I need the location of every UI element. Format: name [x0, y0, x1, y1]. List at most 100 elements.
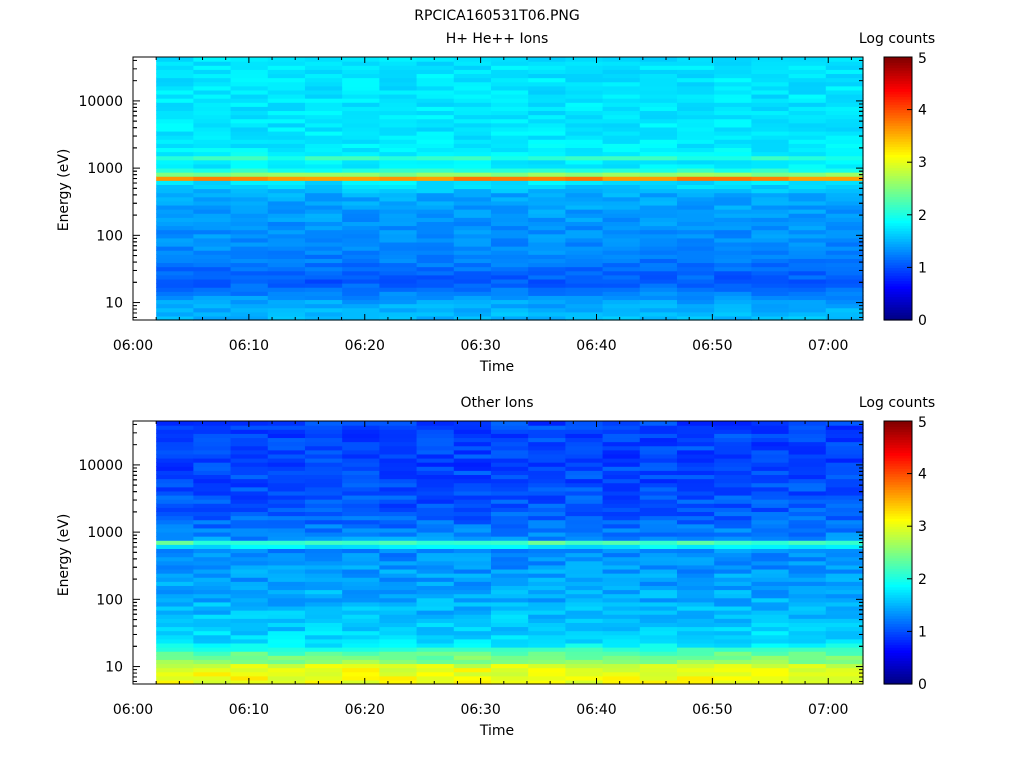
- heatmap-cell: [267, 237, 306, 243]
- heatmap-cell: [230, 675, 269, 681]
- heatmap-cell: [342, 675, 380, 681]
- heatmap-cell: [416, 315, 455, 321]
- heatmap-cell: [565, 98, 604, 103]
- colorbar-segment: [884, 246, 912, 250]
- colorbar-segment: [884, 428, 912, 433]
- heatmap-cell: [639, 135, 678, 140]
- heatmap-cell: [193, 531, 232, 537]
- heatmap-cell: [490, 237, 529, 243]
- heatmap-cell: [342, 85, 380, 91]
- figure-title: RPCICA160531T06.PNG: [414, 8, 579, 24]
- heatmap-cell: [751, 176, 790, 181]
- heatmap-cell: [639, 429, 678, 434]
- heatmap-cell: [751, 425, 790, 430]
- heatmap-cell: [639, 139, 678, 144]
- heatmap-cell: [304, 610, 343, 615]
- colorbar-segment: [884, 502, 912, 506]
- colorbar-segment: [884, 149, 912, 153]
- heatmap-cell: [453, 81, 492, 87]
- heatmap-cell: [788, 614, 827, 619]
- heatmap-cell: [528, 287, 566, 292]
- heatmap-cell: [490, 209, 529, 214]
- heatmap-cell: [751, 482, 790, 488]
- heatmap-cell: [453, 270, 492, 276]
- heatmap-cell: [230, 172, 269, 177]
- heatmap-cell: [751, 221, 790, 227]
- heatmap-cell: [602, 671, 641, 677]
- colorbar-segment: [884, 91, 912, 95]
- heatmap-cell: [453, 159, 492, 165]
- heatmap-cell: [193, 176, 232, 181]
- x-tick-label: 06:30: [460, 338, 500, 354]
- heatmap-cell: [602, 139, 641, 144]
- heatmap-cell: [379, 511, 418, 517]
- heatmap-cell: [639, 642, 678, 648]
- heatmap-cell: [602, 143, 641, 149]
- heatmap-cell: [602, 278, 641, 284]
- colorbar-segment: [884, 447, 912, 451]
- heatmap-cell: [379, 110, 418, 116]
- heatmap-cell: [602, 241, 641, 247]
- heatmap-cell: [304, 57, 343, 62]
- heatmap-cell: [602, 474, 641, 480]
- heatmap-cell: [342, 593, 380, 599]
- heatmap-cell: [416, 651, 455, 656]
- heatmap-cell: [825, 429, 864, 434]
- heatmap-cell: [156, 266, 194, 272]
- heatmap-cell: [825, 659, 864, 665]
- heatmap-cell: [193, 139, 232, 144]
- heatmap-cell: [714, 453, 752, 459]
- colorbar-segment: [884, 80, 912, 84]
- heatmap-cell: [528, 478, 566, 484]
- heatmap-cell: [639, 577, 678, 582]
- heatmap-cell: [714, 143, 752, 149]
- heatmap-cell: [230, 679, 269, 685]
- heatmap-cell: [714, 626, 752, 632]
- heatmap-cell: [676, 626, 715, 632]
- heatmap-cell: [639, 585, 678, 591]
- heatmap-cell: [639, 299, 678, 305]
- heatmap-cell: [193, 482, 232, 488]
- heatmap-cell: [416, 630, 455, 636]
- heatmap-cell: [528, 564, 566, 570]
- heatmap-cell: [453, 523, 492, 529]
- heatmap-cell: [528, 642, 566, 648]
- heatmap-cell: [676, 130, 715, 136]
- heatmap-cell: [676, 634, 715, 640]
- colorbar-segment: [884, 212, 912, 216]
- heatmap-cell: [156, 642, 194, 648]
- heatmap-cell: [639, 531, 678, 537]
- heatmap-cell: [453, 642, 492, 648]
- heatmap-cell: [453, 135, 492, 140]
- heatmap-cell: [714, 57, 752, 62]
- heatmap-cell: [379, 258, 418, 264]
- heatmap-cell: [379, 167, 418, 173]
- heatmap-cell: [342, 544, 380, 549]
- heatmap-cell: [342, 474, 380, 480]
- heatmap-cell: [230, 295, 269, 301]
- heatmap-cell: [751, 233, 790, 239]
- heatmap-cell: [788, 278, 827, 284]
- heatmap-cell: [528, 262, 566, 268]
- heatmap-cell: [602, 482, 641, 488]
- heatmap-cell: [676, 675, 715, 681]
- heatmap-cell: [416, 634, 455, 640]
- heatmap-cell: [788, 73, 827, 79]
- heatmap-cell: [565, 270, 604, 276]
- heatmap-cell: [751, 73, 790, 79]
- heatmap-cell: [528, 622, 566, 628]
- heatmap-cell: [788, 589, 827, 595]
- heatmap-cell: [379, 57, 418, 62]
- heatmap-cell: [528, 200, 566, 206]
- heatmap-cell: [156, 176, 194, 181]
- heatmap-cell: [714, 106, 752, 112]
- heatmap-cell: [825, 618, 864, 623]
- heatmap-cell: [602, 204, 641, 210]
- heatmap-cell: [416, 172, 455, 177]
- heatmap-cell: [714, 283, 752, 288]
- heatmap-cell: [490, 679, 529, 685]
- heatmap-cell: [416, 122, 455, 128]
- heatmap-cell: [342, 531, 380, 537]
- heatmap-cell: [342, 470, 380, 476]
- heatmap-cell: [453, 457, 492, 463]
